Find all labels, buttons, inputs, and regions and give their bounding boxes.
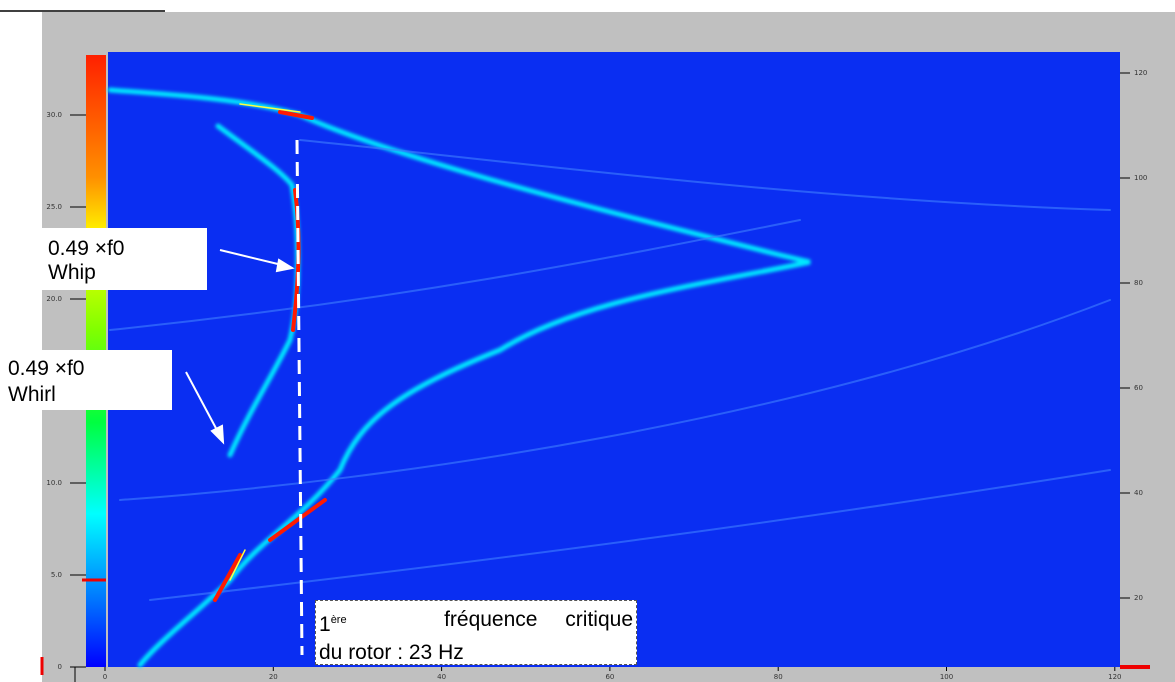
- label: 0.49 ×f0: [48, 237, 125, 260]
- left-tick-label: 10.0: [46, 479, 62, 487]
- bottom-tick-label: 20: [269, 673, 278, 681]
- text: fréquence critique: [444, 608, 633, 631]
- bottom-tick-label: 0: [103, 673, 107, 681]
- bottom-tick-label: 60: [605, 673, 614, 681]
- bottom-tick-label: 40: [437, 673, 446, 681]
- right-tick-label: 40: [1134, 489, 1143, 497]
- right-tick-label: 120: [1134, 69, 1147, 77]
- left-tick-label: 5.0: [51, 571, 62, 579]
- prefix: 1ère: [319, 605, 347, 640]
- bottom-tick-label: 100: [940, 673, 953, 681]
- label: Whip: [48, 261, 96, 284]
- bottom-tick-label: 80: [774, 673, 783, 681]
- line: du rotor : 23 Hz: [319, 641, 464, 664]
- annotation-whirl: 0.49 ×f0 Whirl: [0, 350, 172, 410]
- left-tick-label: 0: [58, 663, 62, 671]
- sup: ère: [330, 614, 347, 626]
- spectrogram: [108, 52, 1120, 667]
- left-tick-label: 25.0: [46, 203, 62, 211]
- left-tick-label: 30.0: [46, 111, 62, 119]
- annotation-critical: 1ère fréquence critique du rotor : 23 Hz: [315, 600, 637, 665]
- arrows: [185, 249, 295, 445]
- bottom-tick-label: 120: [1108, 673, 1121, 681]
- right-tick-label: 80: [1134, 279, 1143, 287]
- label: 0.49 ×f0: [8, 357, 85, 380]
- left-tick-label: 20.0: [46, 295, 62, 303]
- right-tick-label: 60: [1134, 384, 1143, 392]
- critical-line: [295, 139, 304, 656]
- traces: [107, 87, 1111, 668]
- num: 1: [319, 613, 331, 636]
- right-tick-label: 100: [1134, 174, 1147, 182]
- label: Whirl: [8, 383, 56, 406]
- right-tick-label: 20: [1134, 594, 1143, 602]
- line: 1ère fréquence critique: [316, 601, 636, 640]
- annotation-whip: 0.49 ×f0 Whip: [42, 228, 207, 290]
